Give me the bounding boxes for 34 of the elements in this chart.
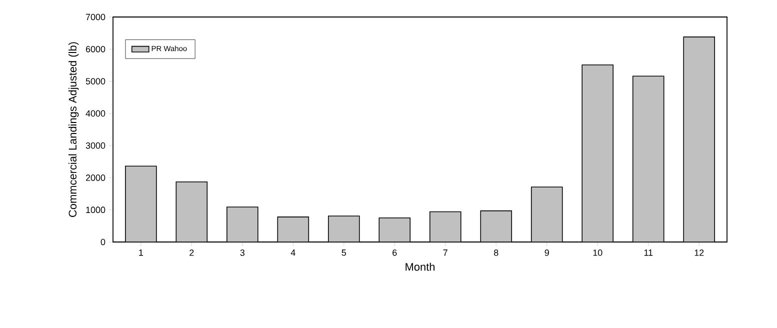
y-tick-label: 4000 bbox=[86, 110, 106, 117]
y-tick-label: 5000 bbox=[86, 78, 106, 84]
x-axis-title: Month bbox=[406, 262, 435, 271]
bar bbox=[125, 166, 156, 242]
x-tick-label: 10 bbox=[593, 250, 602, 256]
bar bbox=[480, 210, 512, 242]
bar bbox=[582, 64, 614, 242]
bar bbox=[683, 36, 715, 242]
y-tick-label: 1000 bbox=[86, 206, 106, 214]
x-tick-label: 3 bbox=[240, 250, 244, 256]
x-tick-label: 12 bbox=[694, 250, 704, 256]
y-axis-title: Commcercial Landings Adjusted (lb) bbox=[68, 42, 79, 217]
bar bbox=[176, 182, 208, 242]
bar bbox=[278, 216, 309, 242]
y-tick-label: 0 bbox=[100, 238, 106, 246]
x-tick-label: 5 bbox=[342, 250, 346, 256]
bar bbox=[531, 187, 562, 242]
y-tick-label: 2000 bbox=[86, 174, 106, 181]
x-tick-label: 4 bbox=[290, 250, 296, 256]
y-tick-label: 6000 bbox=[86, 46, 106, 52]
x-tick-label: 1 bbox=[139, 250, 143, 256]
bar bbox=[379, 218, 410, 242]
y-tick-label: 3000 bbox=[86, 142, 106, 149]
x-tick-label: 8 bbox=[494, 250, 498, 256]
x-tick-label: 11 bbox=[644, 250, 653, 256]
bar bbox=[328, 216, 360, 242]
x-tick-label: 7 bbox=[443, 250, 448, 256]
x-tick-label: 2 bbox=[190, 250, 194, 256]
x-tick-label: 6 bbox=[392, 250, 397, 256]
bar bbox=[226, 206, 258, 242]
y-tick-label: 7000 bbox=[86, 14, 106, 20]
x-tick-label: 9 bbox=[544, 250, 549, 256]
bar bbox=[632, 76, 664, 242]
bar bbox=[430, 212, 461, 242]
